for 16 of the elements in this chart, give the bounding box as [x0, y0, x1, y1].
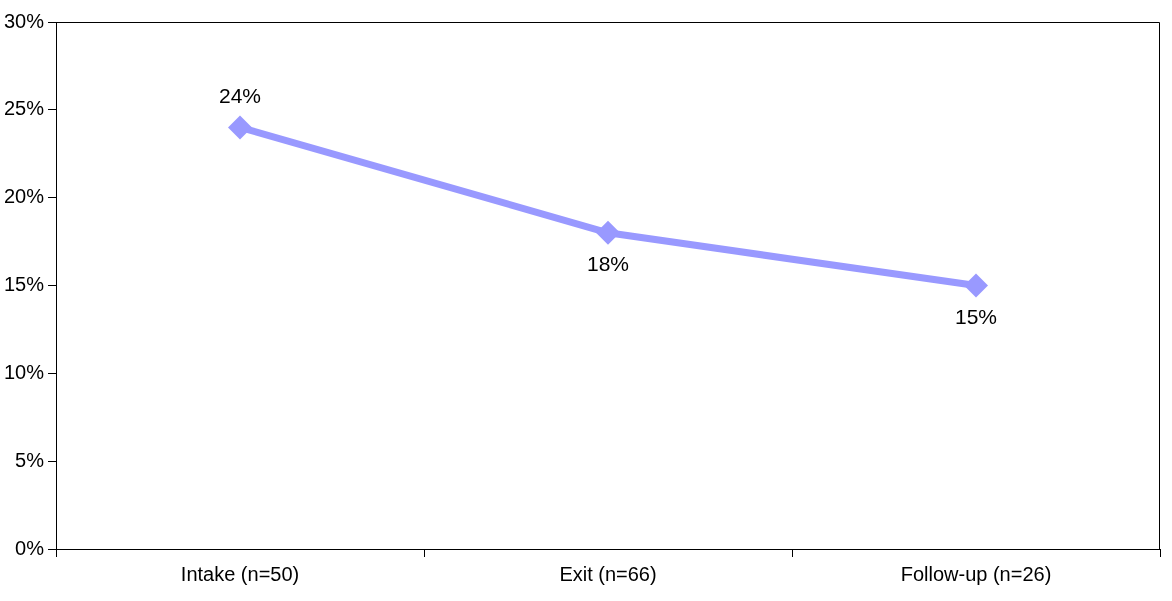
x-tick-label: Intake (n=50)	[180, 562, 300, 585]
y-tick-label: 30%	[4, 9, 45, 32]
x-tick-label: Exit (n=66)	[559, 562, 657, 585]
y-tick-label: 5%	[15, 448, 45, 471]
y-tick-label: 0%	[15, 536, 45, 559]
point	[596, 220, 621, 245]
point	[964, 273, 989, 298]
data-label: 18%	[587, 252, 630, 276]
data-label: 24%	[219, 83, 262, 107]
y-tick-label: 20%	[4, 185, 45, 208]
y-tick-label: 10%	[4, 360, 45, 383]
point	[228, 115, 253, 140]
x-tick-label: Follow-up (n=26)	[900, 562, 1052, 585]
y-tick-label: 25%	[4, 97, 45, 120]
y-tick-label: 15%	[4, 273, 45, 296]
data-label: 15%	[954, 304, 998, 328]
